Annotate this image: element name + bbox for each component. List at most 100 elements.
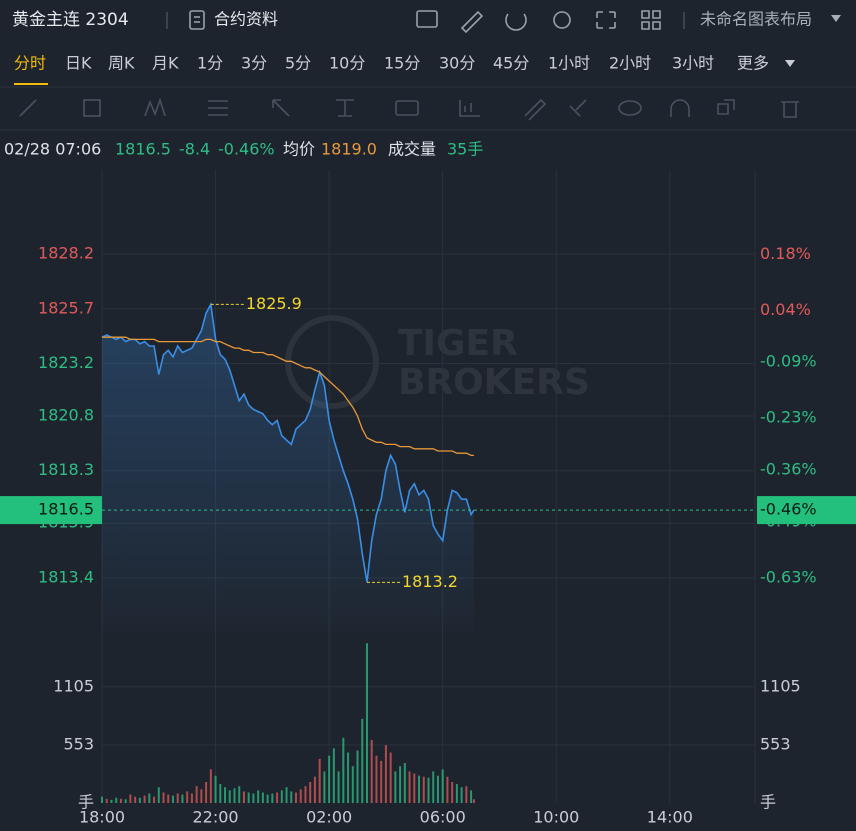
y2-tick-label: 0.18%	[760, 244, 811, 263]
volume-bar	[157, 787, 160, 803]
volume-bar	[271, 793, 274, 803]
y2-tick-label: -0.09%	[760, 352, 817, 371]
timeframe[interactable]: 10分	[329, 54, 365, 73]
more-button[interactable]: 更多	[737, 54, 769, 73]
group-tool[interactable]	[717, 99, 735, 115]
x-tick-label: 22:00	[193, 808, 239, 827]
volume-bar	[356, 750, 359, 803]
symbol-title[interactable]: 黄金主连 2304	[12, 10, 129, 30]
y2-tick-label: -0.63%	[760, 568, 817, 587]
volume-bar	[167, 794, 170, 803]
volume-value: 35手	[447, 140, 483, 159]
volume-bar	[403, 763, 406, 803]
layout-icon[interactable]	[641, 10, 661, 30]
text-tool[interactable]	[336, 99, 354, 117]
current-price-box	[0, 496, 102, 525]
volume-bar	[313, 776, 316, 803]
brush-tool[interactable]	[524, 98, 547, 121]
avg-value: 1819.0	[321, 140, 377, 159]
volume-bar	[162, 792, 165, 803]
volume-bar	[460, 787, 463, 803]
volume-bar	[465, 786, 468, 803]
quote-change-pct: -0.46%	[218, 140, 275, 159]
x-tick-label: 14:00	[647, 808, 693, 827]
refresh-icon[interactable]	[505, 13, 527, 31]
info-icon[interactable]	[189, 10, 205, 30]
quote-time: 02/28 07:06	[4, 140, 101, 159]
y-tick-label: 1813.4	[38, 567, 94, 586]
rect-tool[interactable]	[83, 99, 101, 117]
lock-tool[interactable]	[670, 99, 690, 117]
plot: 18:00 22:00 02:00 06:00 10:00 14:00 553 553 1105…	[0, 170, 856, 827]
watermark: TIGER BROKERS	[285, 315, 590, 409]
volume-bar	[328, 755, 331, 803]
annotation-label: 1825.9	[246, 294, 302, 313]
fullscreen-icon[interactable]	[596, 11, 616, 29]
timeframe[interactable]: 3分	[241, 54, 267, 73]
watermark-logo	[285, 315, 379, 409]
volume-bar	[337, 771, 340, 803]
y-tick-label: 1825.7	[38, 298, 94, 317]
contract-info[interactable]: 合约资料	[214, 10, 278, 29]
trendline-tool[interactable]	[19, 99, 37, 117]
label-tool[interactable]	[395, 100, 419, 116]
avg-label: 均价	[283, 140, 315, 159]
arrow-tool[interactable]	[272, 99, 290, 117]
volume-bar	[472, 799, 475, 803]
settings-icon[interactable]	[553, 11, 571, 29]
measure-tool[interactable]	[459, 100, 480, 117]
layout-name[interactable]: 未命名图表布局	[700, 10, 812, 29]
dropdown-arrow[interactable]	[831, 15, 841, 22]
volume-bar	[252, 793, 255, 803]
delete-tool[interactable]	[781, 101, 799, 118]
timeframe[interactable]: 分时	[14, 54, 46, 73]
y2-tick-label: -0.36%	[760, 460, 817, 479]
current-pct-label: -0.46%	[760, 500, 817, 519]
volume-bar	[181, 794, 184, 803]
timeframe[interactable]: 周K	[108, 54, 135, 73]
volume-bar	[266, 794, 269, 803]
timeframe[interactable]: 月K	[152, 54, 179, 73]
volume-bar	[446, 776, 449, 803]
volume-bar	[295, 792, 298, 803]
chart-icon[interactable]	[416, 10, 438, 28]
volume-label: 成交量	[388, 140, 436, 159]
fib-tool[interactable]	[208, 100, 228, 116]
volume-bar	[347, 752, 350, 803]
timeframe[interactable]: 2小时	[609, 54, 651, 73]
volume-bar	[247, 792, 250, 803]
timeframe[interactable]: 5分	[285, 54, 311, 73]
timeframe[interactable]: 30分	[439, 54, 475, 73]
y-unit-label: 手	[760, 793, 776, 812]
volume-bar	[224, 787, 227, 803]
volume-bar	[309, 781, 312, 803]
edit-icon[interactable]	[460, 10, 484, 34]
visibility-tool[interactable]	[618, 100, 642, 116]
pattern-tool[interactable]	[144, 97, 166, 117]
y2-tick-label: 0.04%	[760, 300, 811, 319]
volume-bar	[124, 799, 127, 803]
volume-bar	[233, 788, 236, 803]
magnet-tool[interactable]	[569, 99, 587, 117]
volume-bar	[408, 771, 411, 803]
volume-bar	[413, 773, 416, 803]
y-tick-label: 553	[760, 734, 791, 753]
volume-bar	[200, 789, 203, 803]
volume-bar	[436, 775, 439, 803]
price-area	[102, 304, 474, 632]
dropdown-arrow[interactable]	[785, 60, 795, 67]
volume-bar	[205, 781, 208, 803]
timeframe[interactable]: 45分	[493, 54, 529, 73]
timeframe[interactable]: 3小时	[672, 54, 714, 73]
timeframe[interactable]: 1分	[197, 54, 223, 73]
current-pct-box	[757, 496, 856, 525]
volume-bar	[105, 798, 108, 803]
timeframe-bar: 分时 日K 周K 月K 1分 3分 5分 10分 15分 30分 45分 1小时 2小时 3小时 更多	[14, 54, 769, 73]
timeframe[interactable]: 1小时	[548, 54, 590, 73]
volume-bar	[115, 797, 118, 803]
timeframe[interactable]: 日K	[65, 54, 92, 73]
timeframe[interactable]: 15分	[384, 54, 420, 73]
volume-bar	[214, 775, 217, 803]
x-tick-label: 10:00	[533, 808, 579, 827]
